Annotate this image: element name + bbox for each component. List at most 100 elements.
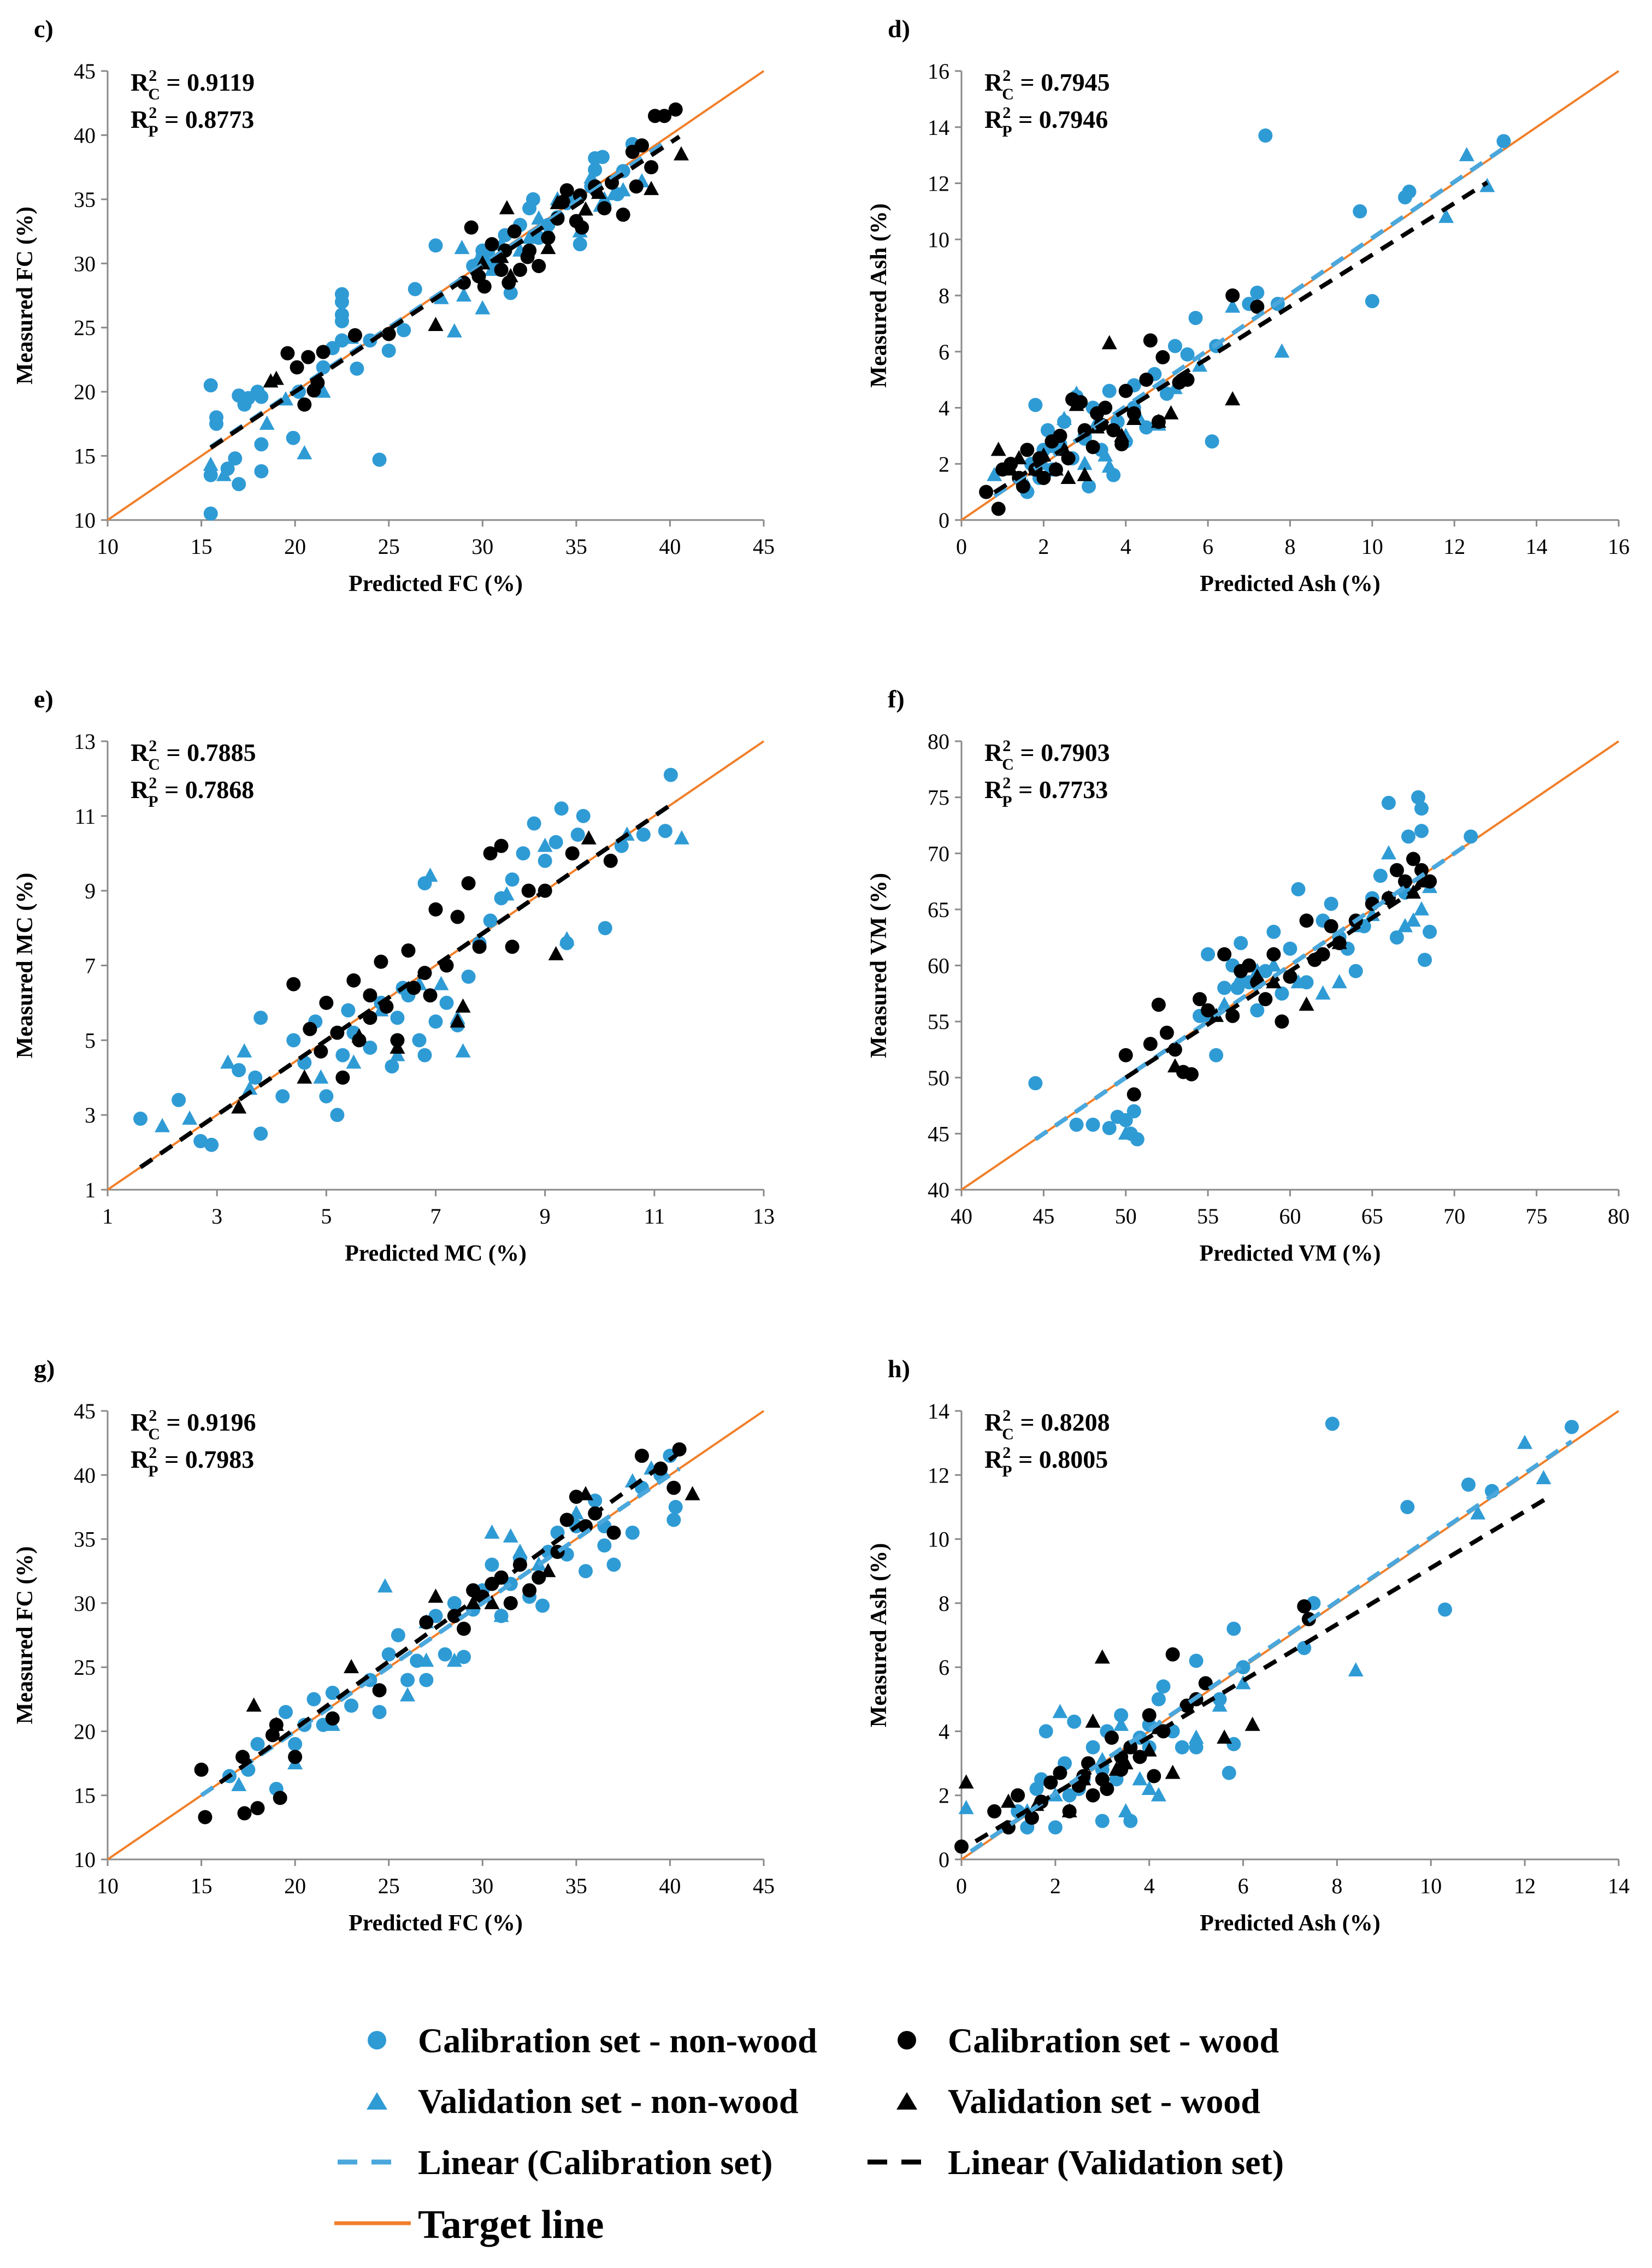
point-val-nonwood-h-3 [1052, 1704, 1068, 1718]
point-cal-nonwood-c-13 [254, 437, 269, 452]
point-cal-wood-c-10 [464, 220, 479, 235]
point-val-nonwood-e-10 [433, 976, 449, 990]
r2p-r-c: R [131, 105, 149, 133]
r2c-sub-f: C [1002, 755, 1014, 773]
series-cal-wood-c [280, 102, 683, 412]
point-cal-nonwood-g-10 [344, 1698, 359, 1713]
point-cal-wood-e-15 [428, 902, 443, 917]
x-tick-label-d-3: 6 [1202, 534, 1213, 559]
point-cal-wood-f-2 [1143, 1037, 1158, 1052]
point-cal-nonwood-e-24 [439, 995, 454, 1010]
point-val-wood-h-13 [1244, 1716, 1260, 1731]
panel-g: g) 10 15 20 25 30 35 40 45 10 15 20 25 30 35 40 45 Predic… [13, 1355, 775, 1936]
r2p-value-g: = 0.7983 [158, 1445, 255, 1473]
x-axis-label-g: Predicted FC (%) [349, 1911, 523, 1936]
point-cal-wood-h-0 [954, 1839, 969, 1854]
point-cal-wood-e-20 [483, 846, 498, 861]
point-cal-nonwood-e-9 [286, 1033, 301, 1048]
panel-label-d: d) [888, 15, 910, 43]
point-val-wood-c-7 [540, 240, 556, 255]
point-cal-nonwood-e-14 [335, 1048, 350, 1062]
x-tick-label-h-5: 10 [1420, 1874, 1442, 1898]
point-cal-nonwood-e-12 [319, 1089, 334, 1103]
point-val-nonwood-f-8 [1331, 974, 1347, 989]
y-axis-label-f: Measured VM (%) [866, 873, 892, 1058]
point-val-wood-c-8 [550, 194, 565, 209]
point-cal-wood-c-14 [494, 263, 509, 277]
r2c-sup-h: 2 [1002, 1407, 1011, 1425]
point-cal-nonwood-h-22 [1189, 1740, 1203, 1755]
point-cal-nonwood-c-26 [372, 452, 387, 467]
point-cal-wood-f-26 [1389, 863, 1404, 878]
point-val-nonwood-c-27 [454, 240, 470, 255]
point-cal-nonwood-c-7 [228, 451, 243, 466]
point-cal-wood-h-14 [1104, 1730, 1119, 1745]
point-cal-wood-c-38 [668, 102, 683, 117]
x-axis-label-e: Predicted MC (%) [345, 1241, 527, 1266]
point-cal-nonwood-g-35 [579, 1564, 593, 1579]
x-tick-label-d-8: 16 [1608, 534, 1630, 559]
point-val-nonwood-g-5 [418, 1652, 434, 1667]
r2p-sup-g: 2 [149, 1444, 157, 1462]
point-cal-wood-g-29 [666, 1480, 681, 1495]
point-cal-nonwood-d-15 [1102, 383, 1117, 398]
x-tick-label-c-6: 40 [659, 534, 681, 559]
y-tick-label-g-4: 30 [74, 1591, 96, 1616]
point-cal-wood-d-1 [991, 501, 1006, 516]
point-cal-nonwood-h-5 [1048, 1820, 1063, 1835]
x-tick-label-c-7: 45 [753, 534, 775, 559]
series-val-wood-f [1167, 873, 1430, 1073]
point-val-nonwood-h-0 [958, 1800, 974, 1815]
y-tick-label-f-7: 75 [928, 785, 949, 810]
y-axis-label-e: Measured MC (%) [13, 873, 38, 1059]
legend-linear-val-label: Linear (Validation set) [948, 2143, 1284, 2182]
point-cal-wood-d-0 [979, 485, 994, 499]
point-cal-nonwood-f-39 [1423, 924, 1437, 939]
x-tick-label-d-0: 0 [956, 534, 967, 559]
point-cal-wood-e-2 [314, 1044, 328, 1059]
panel-label-c: c) [34, 15, 54, 43]
panel-label-f: f) [888, 685, 905, 713]
point-val-wood-c-6 [499, 200, 515, 215]
point-cal-wood-g-8 [288, 1750, 303, 1764]
point-cal-nonwood-h-36 [1565, 1420, 1579, 1434]
point-val-wood-c-9 [578, 201, 594, 216]
point-cal-nonwood-h-27 [1226, 1621, 1241, 1636]
point-cal-wood-g-11 [419, 1615, 434, 1630]
point-cal-wood-f-0 [1118, 1048, 1133, 1062]
point-cal-wood-e-0 [286, 977, 301, 991]
r2p-sub-c: P [148, 122, 158, 140]
point-val-wood-f-8 [1414, 873, 1430, 888]
point-cal-nonwood-g-44 [668, 1499, 683, 1514]
point-cal-nonwood-c-12 [254, 389, 269, 404]
x-tick-label-c-4: 30 [471, 534, 493, 559]
point-val-wood-e-2 [351, 1028, 367, 1043]
point-cal-wood-d-14 [1077, 423, 1092, 438]
linear-val-line-d [993, 180, 1489, 494]
point-val-nonwood-e-13 [499, 886, 515, 901]
y-axis-label-h: Measured Ash (%) [866, 1543, 892, 1728]
point-cal-nonwood-h-23 [1189, 1653, 1203, 1668]
point-cal-wood-c-28 [575, 220, 589, 235]
point-cal-nonwood-g-12 [372, 1705, 387, 1720]
x-tick-label-h-2: 4 [1144, 1874, 1155, 1898]
point-val-nonwood-g-8 [493, 1608, 509, 1622]
point-val-wood-f-2 [1249, 968, 1265, 983]
r2c-annotation-c: R2 C = 0.9119 [131, 67, 255, 103]
series-val-wood-g [246, 1486, 700, 1731]
point-val-wood-d-2 [1011, 450, 1027, 464]
point-cal-nonwood-h-11 [1095, 1814, 1110, 1828]
point-val-wood-h-12 [1217, 1729, 1232, 1744]
r2c-sup-c: 2 [149, 67, 157, 85]
point-val-nonwood-f-2 [1217, 996, 1232, 1011]
x-tick-label-e-5: 11 [644, 1204, 665, 1228]
point-val-wood-f-6 [1380, 890, 1396, 905]
point-cal-nonwood-h-4 [1039, 1724, 1053, 1739]
point-cal-nonwood-f-37 [1414, 824, 1429, 838]
y-tick-label-c-1: 15 [74, 444, 96, 469]
point-val-wood-g-7 [578, 1486, 594, 1501]
point-cal-wood-c-25 [559, 183, 574, 198]
r2p-sub-g: P [148, 1462, 158, 1480]
series-cal-wood-e [286, 838, 618, 1085]
y-tick-label-e-1: 3 [85, 1103, 96, 1127]
